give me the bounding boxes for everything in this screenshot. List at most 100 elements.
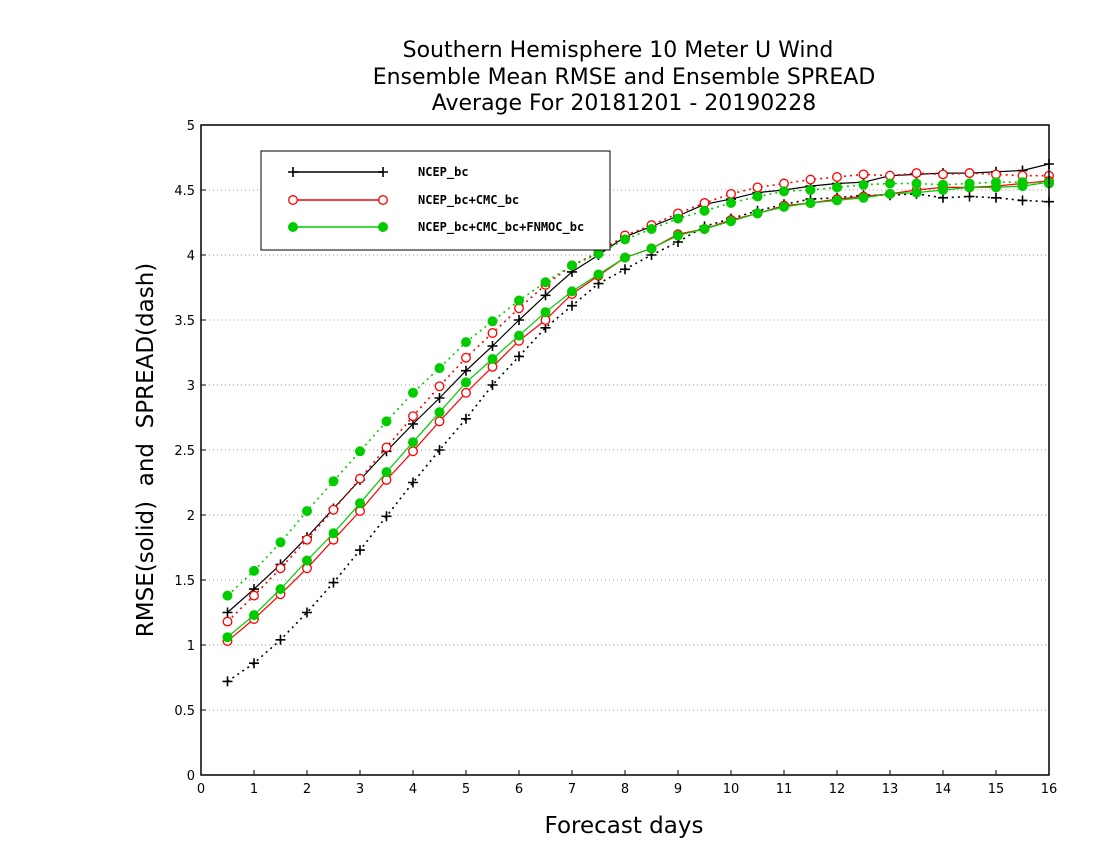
legend-marker: [378, 195, 388, 205]
ncep-bc-cmc-bc-spread-point: [408, 411, 418, 422]
ncep-bc-cmc-bc-fnmoc-bc-rmse-point: [487, 354, 498, 364]
ncep-bc-spread-point: [434, 445, 445, 455]
ncep-bc-cmc-bc-fnmoc-bc-rmse-point: [699, 224, 710, 234]
ncep-bc-cmc-bc-spread-point: [805, 174, 816, 185]
ncep-bc-cmc-bc-fnmoc-bc-rmse-point: [1017, 181, 1028, 192]
x-tick-label: 11: [776, 782, 793, 797]
ncep-bc-cmc-bc-fnmoc-bc-rmse-point: [540, 307, 551, 318]
x-tick-label: 10: [723, 782, 740, 797]
ncep-bc-cmc-bc-fnmoc-bc-spread-point: [222, 590, 233, 601]
y-tick-label: 5: [187, 119, 195, 134]
ncep-bc-cmc-bc-spread-point: [355, 473, 365, 484]
ncep-bc-cmc-bc-fnmoc-bc-spread-point: [514, 295, 524, 306]
x-tick-label: 14: [935, 782, 952, 797]
legend-entry-ncep-bc-cmc-bc: NCEP_bc+CMC_bc: [288, 193, 519, 208]
ncep-bc-cmc-bc-fnmoc-bc-rmse-point: [858, 192, 869, 203]
x-tick-label: 8: [621, 782, 629, 797]
title-line-2: Ensemble Mean RMSE and Ensemble SPREAD: [373, 65, 876, 90]
ncep-bc-cmc-bc-fnmoc-bc-rmse-point: [222, 632, 233, 643]
y-tick-label: 0.5: [174, 704, 195, 719]
ncep-bc-cmc-bc-fnmoc-bc-rmse-point: [593, 269, 604, 280]
x-axis-ticks: 0 1 2 3 4 5 6 7 8 9 10 11 12 13 14 15 16: [197, 770, 1057, 797]
y-tick-label: 3: [187, 379, 195, 394]
ncep-bc-cmc-bc-rmse-point: [434, 416, 445, 427]
ncep-bc-cmc-bc-spread-point: [381, 442, 392, 453]
ncep-bc-cmc-bc-fnmoc-bc-spread-point: [620, 234, 630, 245]
ncep-bc-cmc-bc-fnmoc-bc-rmse-point: [434, 407, 445, 418]
ncep-bc-spread-point: [1017, 195, 1028, 206]
x-tick-label: 0: [197, 782, 205, 797]
ncep-bc-cmc-bc-spread-point: [461, 352, 471, 363]
ncep-bc-cmc-bc-fnmoc-bc-rmse-point: [779, 201, 789, 212]
x-tick-label: 13: [882, 782, 899, 797]
x-tick-label: 5: [462, 782, 470, 797]
ncep-bc-cmc-bc-spread-point: [434, 381, 445, 392]
legend-marker: [288, 167, 298, 177]
x-tick-label: 6: [515, 782, 523, 797]
ncep-bc-cmc-bc-fnmoc-bc-spread-line: [226, 181, 1050, 597]
ncep-bc-cmc-bc-fnmoc-bc-spread-point: [408, 387, 418, 398]
y-tick-label: 0: [187, 769, 195, 784]
ncep-bc-cmc-bc-fnmoc-bc-spread-point: [726, 198, 736, 208]
ncep-bc-cmc-bc-fnmoc-bc-spread-point: [487, 316, 498, 327]
ncep-bc-cmc-bc-fnmoc-bc-spread-point: [275, 537, 286, 548]
ncep-bc-cmc-bc-fnmoc-bc-rmse-point: [355, 498, 365, 509]
y-tick-label: 2: [187, 509, 195, 524]
ncep-bc-rmse-point: [222, 607, 233, 618]
chart-title: Southern Hemisphere 10 Meter U Wind Ense…: [373, 38, 876, 116]
ncep-bc-cmc-bc-fnmoc-bc-spread-point: [885, 178, 895, 189]
ncep-bc-cmc-bc-fnmoc-bc-rmse-point: [408, 437, 418, 448]
legend-marker: [288, 195, 298, 205]
ncep-bc-cmc-bc-spread-point: [911, 168, 922, 179]
ncep-bc-cmc-bc-spread-point: [328, 504, 339, 515]
ncep-bc-spread-point: [964, 191, 975, 202]
ncep-bc-cmc-bc-fnmoc-bc-spread-point: [540, 277, 551, 288]
ncep-bc-cmc-bc-fnmoc-bc-rmse-point: [328, 528, 339, 539]
ncep-bc-cmc-bc-fnmoc-bc-spread-point: [381, 416, 392, 427]
ncep-bc-spread-point: [249, 658, 259, 669]
ncep-bc-rmse-point: [487, 341, 498, 351]
y-tick-label: 3.5: [174, 314, 195, 329]
ncep-bc-cmc-bc-fnmoc-bc-spread-point: [461, 337, 471, 348]
series-ncep-bc-cmc-bc-fnmoc-bc: [222, 177, 1054, 643]
ncep-bc-cmc-bc-spread-point: [752, 182, 763, 193]
x-tick-label: 3: [356, 782, 364, 797]
ncep-bc-cmc-bc-fnmoc-bc-spread-point: [434, 363, 445, 374]
ncep-bc-cmc-bc-fnmoc-bc-rmse-point: [249, 610, 259, 621]
ncep-bc-spread-point: [620, 264, 630, 275]
ncep-bc-spread-point: [991, 192, 1001, 203]
ncep-bc-cmc-bc-fnmoc-bc-spread-point: [858, 179, 869, 190]
x-tick-label: 9: [674, 782, 682, 797]
ncep-bc-cmc-bc-fnmoc-bc-spread-point: [593, 248, 604, 259]
ncep-bc-cmc-bc-fnmoc-bc-rmse-point: [991, 182, 1001, 193]
ncep-bc-cmc-bc-spread-point: [275, 563, 286, 574]
x-tick-label: 1: [250, 782, 258, 797]
ncep-bc-cmc-bc-spread-point: [964, 168, 975, 179]
x-axis-label: Forecast days: [545, 813, 704, 839]
ncep-bc-cmc-bc-fnmoc-bc-rmse-point: [514, 330, 524, 341]
plot-series: [222, 159, 1054, 687]
ncep-bc-rmse-point: [540, 290, 551, 301]
ncep-bc-cmc-bc-fnmoc-bc-spread-point: [779, 186, 789, 197]
ncep-bc-cmc-bc-fnmoc-bc-spread-point: [752, 191, 763, 202]
legend-marker: [288, 222, 298, 232]
ncep-bc-cmc-bc-fnmoc-bc-rmse-point: [938, 185, 948, 195]
ncep-bc-cmc-bc-spread-point: [249, 590, 259, 601]
ncep-bc-cmc-bc-fnmoc-bc-rmse-point: [726, 216, 736, 227]
legend-marker: [378, 167, 388, 177]
ncep-bc-cmc-bc-spread-point: [938, 169, 948, 180]
ncep-bc-spread-point: [328, 577, 339, 588]
ncep-bc-cmc-bc-fnmoc-bc-rmse-point: [567, 286, 577, 297]
ncep-bc-cmc-bc-spread-point: [726, 188, 736, 199]
y-tick-label: 4: [187, 249, 195, 264]
ncep-bc-cmc-bc-fnmoc-bc-rmse-point: [673, 230, 683, 241]
x-tick-label: 4: [409, 782, 417, 797]
legend-marker: [378, 222, 388, 232]
ncep-bc-cmc-bc-fnmoc-bc-spread-point: [911, 178, 922, 189]
ncep-bc-cmc-bc-spread-point: [487, 328, 498, 338]
ncep-bc-cmc-bc-spread-point: [302, 534, 312, 545]
ncep-bc-cmc-bc-spread-line: [226, 172, 1049, 623]
title-line-1: Southern Hemisphere 10 Meter U Wind: [403, 38, 834, 63]
x-tick-label: 15: [988, 782, 1005, 797]
